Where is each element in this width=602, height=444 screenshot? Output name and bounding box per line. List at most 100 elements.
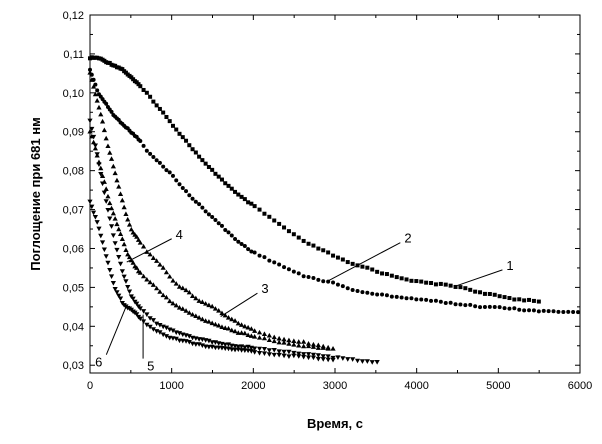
data-point-triangle-down: [123, 279, 129, 284]
data-point-square: [419, 279, 424, 284]
data-point-circle: [109, 109, 114, 114]
data-point-triangle-up: [167, 298, 173, 304]
data-point-triangle-up: [147, 279, 153, 285]
data-point-square: [429, 280, 434, 285]
data-point-circle: [448, 300, 453, 305]
data-point-circle: [246, 247, 251, 252]
data-point-triangle-down: [320, 354, 326, 359]
annotation-leader-4: [126, 238, 172, 263]
data-point-square: [522, 298, 527, 303]
data-point-square: [226, 183, 231, 188]
data-point-triangle-up: [154, 285, 160, 291]
data-point-triangle-up: [189, 311, 196, 317]
data-point-square: [184, 138, 189, 143]
y-tick-label: 0,10: [63, 88, 84, 100]
data-point-triangle-down: [271, 352, 277, 358]
data-point-triangle-up: [173, 281, 179, 286]
data-point-square: [157, 106, 162, 111]
data-point-triangle-down: [330, 357, 336, 363]
data-point-triangle-up: [183, 308, 189, 313]
data-point-triangle-down: [261, 351, 268, 356]
data-point-triangle-up: [286, 341, 292, 346]
data-point-triangle-up: [271, 334, 277, 340]
data-point-triangle-up: [296, 339, 302, 344]
data-point-square: [138, 84, 143, 89]
data-point-triangle-down: [163, 334, 170, 339]
data-point-triangle-down: [99, 240, 106, 245]
data-point-circle: [257, 253, 262, 258]
data-point-triangle-up: [103, 186, 109, 192]
data-point-triangle-up: [203, 301, 209, 306]
y-axis-title: Поглощение при 681 нм: [28, 117, 43, 270]
data-point-triangle-up: [123, 211, 129, 217]
data-point-square: [492, 292, 497, 297]
data-point-circle: [478, 305, 483, 310]
annotation-leader-1: [457, 269, 503, 286]
data-point-triangle-up: [315, 342, 321, 348]
data-point-triangle-up: [242, 330, 248, 336]
x-tick-label: 6000: [568, 380, 592, 392]
data-point-triangle-down: [170, 328, 176, 334]
data-point-triangle-up: [276, 335, 282, 341]
data-point-triangle-up: [154, 258, 160, 263]
data-point-triangle-up: [256, 335, 263, 340]
data-point-triangle-up: [286, 337, 292, 343]
y-tick-label: 0,04: [63, 321, 84, 333]
data-point-circle: [551, 309, 556, 314]
data-point-circle: [210, 215, 215, 220]
data-point-triangle-down: [119, 269, 125, 274]
data-point-triangle-down: [98, 233, 104, 239]
data-point-circle: [541, 308, 546, 313]
data-point-square: [296, 235, 301, 240]
data-point-triangle-up: [229, 316, 235, 322]
data-point-circle: [206, 212, 211, 217]
data-point-triangle-down: [108, 274, 115, 280]
data-point-circle: [394, 294, 399, 299]
data-point-triangle-up: [150, 282, 156, 287]
data-point-square: [443, 282, 448, 287]
data-point-triangle-up: [90, 84, 97, 89]
data-point-triangle-down: [193, 342, 199, 347]
y-tick-label: 0,09: [63, 127, 84, 139]
data-point-square: [167, 119, 172, 124]
data-point-triangle-down: [369, 360, 375, 365]
data-point-triangle-up: [94, 98, 100, 103]
data-point-triangle-up: [212, 306, 219, 311]
data-point-square: [154, 103, 159, 108]
data-point-triangle-up: [301, 339, 307, 344]
data-point-triangle-down: [345, 357, 351, 362]
data-point-triangle-down: [232, 347, 238, 353]
data-point-triangle-up: [92, 91, 98, 97]
data-point-square: [536, 299, 541, 304]
data-point-triangle-up: [266, 337, 272, 343]
data-point-triangle-down: [286, 354, 292, 359]
data-point-square: [331, 253, 336, 258]
data-point-triangle-down: [117, 261, 124, 267]
data-point-triangle-down: [99, 181, 106, 187]
data-point-triangle-up: [108, 205, 115, 211]
data-point-circle: [458, 302, 463, 307]
data-point-circle: [242, 244, 247, 249]
data-point-triangle-down: [301, 352, 307, 357]
data-point-circle: [282, 265, 287, 270]
data-point-triangle-down: [310, 352, 317, 358]
data-point-triangle-up: [112, 216, 118, 221]
data-point-triangle-up: [320, 345, 326, 350]
data-point-triangle-up: [114, 221, 120, 227]
data-point-square: [286, 229, 291, 234]
data-point-triangle-up: [305, 341, 312, 346]
data-point-triangle-up: [252, 333, 258, 339]
x-axis-ticks: 0 1000 2000 3000 4000 5000 6000: [87, 15, 592, 392]
data-point-circle: [170, 173, 175, 178]
data-point-triangle-up: [135, 237, 142, 242]
data-point-square: [190, 147, 195, 152]
data-point-triangle-up: [235, 320, 241, 326]
data-point-circle: [180, 185, 185, 190]
data-point-triangle-up: [98, 111, 104, 117]
data-point-circle: [306, 274, 311, 279]
data-point-triangle-down: [296, 354, 302, 359]
y-tick-label: 0,11: [63, 49, 84, 61]
data-point-triangle-up: [242, 323, 248, 329]
data-point-triangle-up: [261, 331, 268, 336]
data-point-triangle-up: [206, 302, 212, 308]
